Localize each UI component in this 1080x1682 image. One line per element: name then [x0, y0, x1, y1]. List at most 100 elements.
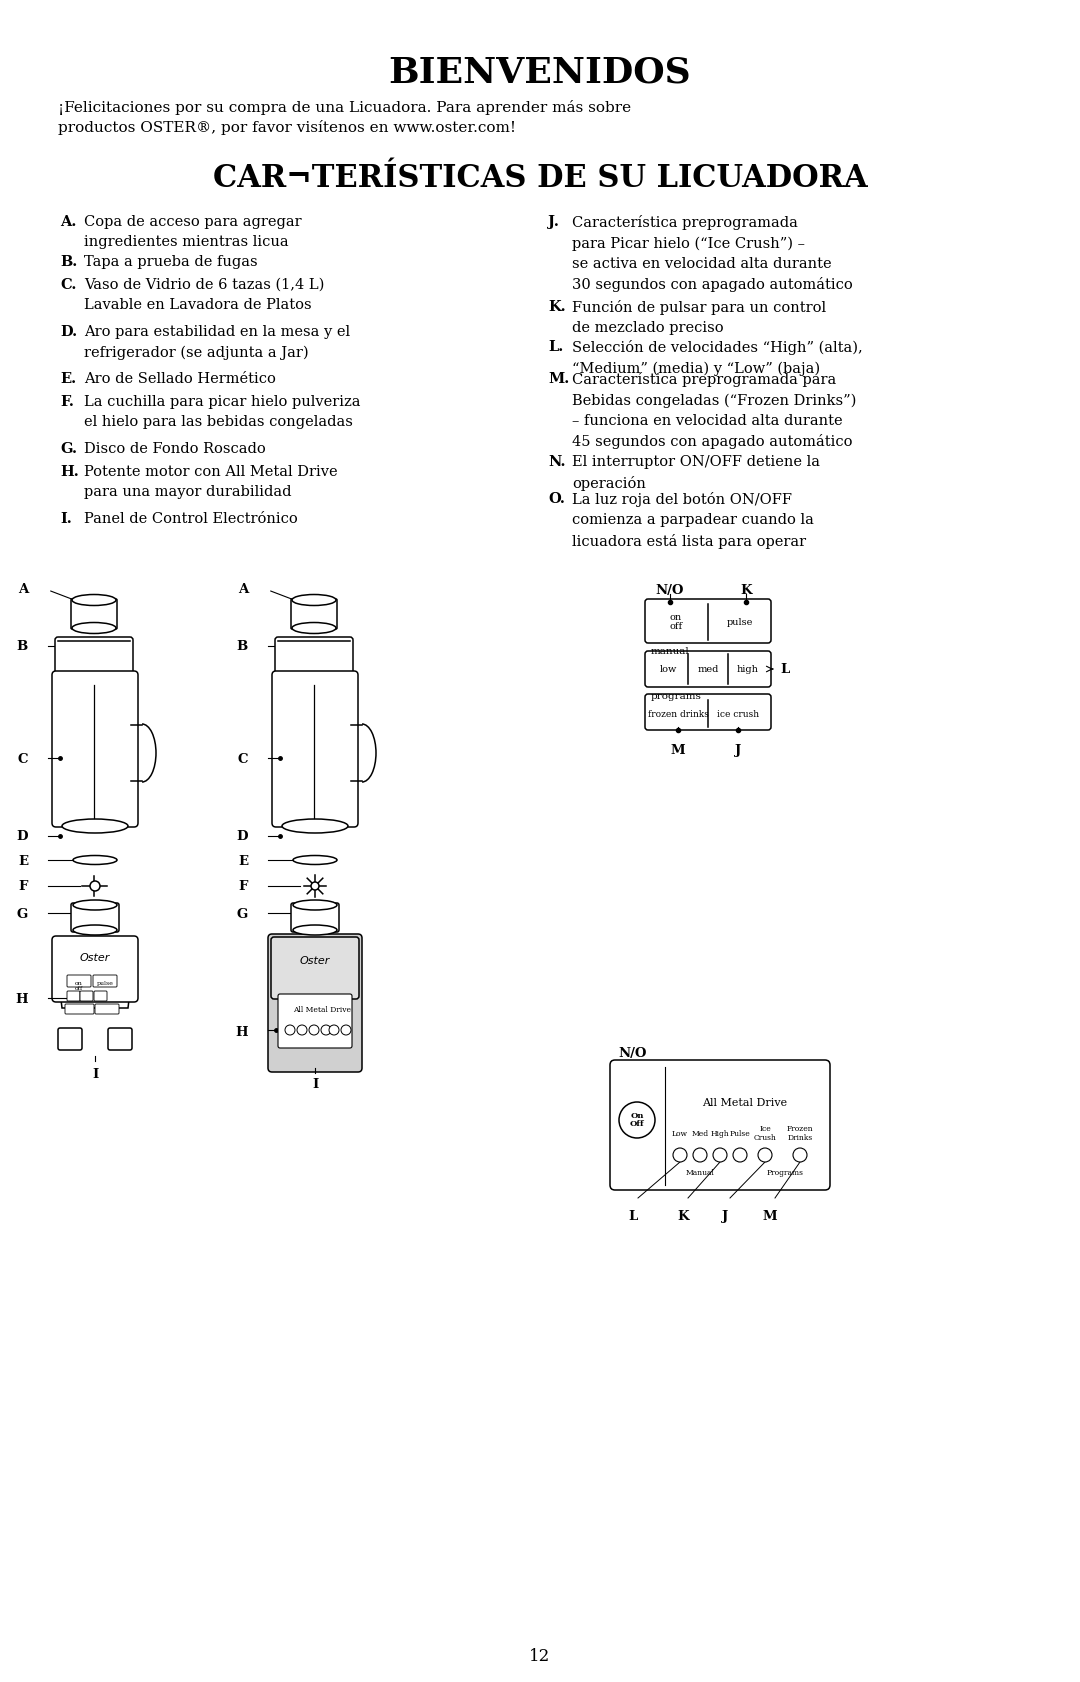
- Text: low: low: [659, 664, 677, 673]
- Circle shape: [341, 1024, 351, 1034]
- Ellipse shape: [73, 900, 117, 910]
- Circle shape: [285, 1024, 295, 1034]
- Text: I.: I.: [60, 511, 71, 526]
- Text: On
Off: On Off: [630, 1112, 645, 1129]
- Text: A: A: [238, 584, 248, 595]
- Circle shape: [311, 881, 319, 890]
- FancyBboxPatch shape: [291, 903, 339, 932]
- FancyBboxPatch shape: [71, 903, 119, 932]
- Circle shape: [329, 1024, 339, 1034]
- Text: Oster: Oster: [80, 954, 110, 964]
- Text: M: M: [762, 1209, 778, 1223]
- FancyBboxPatch shape: [58, 1028, 82, 1050]
- Text: BIENVENIDOS: BIENVENIDOS: [389, 56, 691, 89]
- Text: G.: G.: [60, 442, 77, 456]
- Circle shape: [693, 1149, 707, 1162]
- Ellipse shape: [292, 594, 336, 606]
- FancyBboxPatch shape: [271, 937, 359, 999]
- Text: B: B: [17, 639, 28, 653]
- Text: F: F: [239, 880, 248, 893]
- Ellipse shape: [293, 925, 337, 935]
- FancyBboxPatch shape: [278, 994, 352, 1048]
- Text: La cuchilla para picar hielo pulveriza
el hielo para las bebidas congeladas: La cuchilla para picar hielo pulveriza e…: [84, 395, 361, 429]
- Text: CAR¬TERÍSTICAS DE SU LICUADORA: CAR¬TERÍSTICAS DE SU LICUADORA: [213, 163, 867, 193]
- Text: C: C: [17, 754, 28, 765]
- Text: C.: C.: [60, 278, 77, 293]
- Circle shape: [673, 1149, 687, 1162]
- FancyBboxPatch shape: [108, 1028, 132, 1050]
- Text: A: A: [17, 584, 28, 595]
- Text: El interruptor ON/OFF detiene la
operación: El interruptor ON/OFF detiene la operaci…: [572, 456, 820, 491]
- FancyBboxPatch shape: [93, 976, 117, 987]
- Ellipse shape: [72, 594, 116, 606]
- Text: Característica preprogramada
para Picar hielo (“Ice Crush”) –
se activa en veloc: Característica preprogramada para Picar …: [572, 215, 853, 293]
- Text: L: L: [629, 1209, 637, 1223]
- Text: K.: K.: [548, 299, 566, 315]
- FancyBboxPatch shape: [272, 671, 357, 828]
- FancyBboxPatch shape: [645, 651, 771, 686]
- Text: L.: L.: [548, 340, 564, 353]
- Text: G: G: [17, 908, 28, 922]
- Circle shape: [713, 1149, 727, 1162]
- Text: D.: D.: [60, 325, 77, 340]
- FancyBboxPatch shape: [52, 935, 138, 1002]
- Ellipse shape: [282, 819, 348, 833]
- Text: Aro para estabilidad en la mesa y el
refrigerador (se adjunta a Jar): Aro para estabilidad en la mesa y el ref…: [84, 325, 350, 360]
- Ellipse shape: [62, 819, 129, 833]
- Text: All Metal Drive: All Metal Drive: [702, 1098, 787, 1108]
- Text: Selección de velocidades “High” (alta),
“Medium” (media) y “Low” (baja): Selección de velocidades “High” (alta), …: [572, 340, 863, 375]
- FancyBboxPatch shape: [645, 599, 771, 643]
- Circle shape: [309, 1024, 319, 1034]
- Text: Med: Med: [691, 1130, 708, 1139]
- FancyBboxPatch shape: [67, 976, 91, 987]
- Text: Manual: Manual: [686, 1169, 715, 1177]
- Ellipse shape: [90, 881, 100, 891]
- FancyBboxPatch shape: [94, 991, 107, 1001]
- Text: M.: M.: [548, 372, 569, 385]
- Text: on
off: on off: [670, 612, 683, 631]
- Text: J: J: [734, 743, 741, 757]
- FancyBboxPatch shape: [275, 637, 353, 683]
- Text: ice crush: ice crush: [717, 710, 759, 718]
- Text: J: J: [721, 1209, 728, 1223]
- Circle shape: [758, 1149, 772, 1162]
- Text: Panel de Control Electrónico: Panel de Control Electrónico: [84, 511, 298, 526]
- Circle shape: [793, 1149, 807, 1162]
- Text: pulse: pulse: [727, 617, 753, 626]
- Text: High: High: [711, 1130, 729, 1139]
- Text: med: med: [698, 664, 718, 673]
- Text: H: H: [15, 992, 28, 1006]
- Text: high: high: [737, 664, 759, 673]
- Circle shape: [321, 1024, 330, 1034]
- FancyBboxPatch shape: [95, 1004, 119, 1014]
- FancyBboxPatch shape: [67, 991, 80, 1001]
- Ellipse shape: [293, 856, 337, 865]
- Text: D: D: [16, 829, 28, 843]
- Text: Función de pulsar para un control
de mezclado preciso: Función de pulsar para un control de mez…: [572, 299, 826, 335]
- Text: I: I: [92, 1068, 98, 1082]
- Text: 12: 12: [529, 1648, 551, 1665]
- Text: Programs: Programs: [767, 1169, 804, 1177]
- Text: ¡Felicitaciones por su compra de una Licuadora. Para aprender más sobre: ¡Felicitaciones por su compra de una Lic…: [58, 99, 631, 114]
- Text: Copa de acceso para agregar
ingredientes mientras licua: Copa de acceso para agregar ingredientes…: [84, 215, 301, 249]
- Text: productos OSTER®, por favor visítenos en www.oster.com!: productos OSTER®, por favor visítenos en…: [58, 119, 516, 135]
- FancyBboxPatch shape: [65, 1004, 94, 1014]
- Text: E: E: [18, 854, 28, 868]
- Ellipse shape: [73, 856, 117, 865]
- Text: Frozen
Drinks: Frozen Drinks: [786, 1125, 813, 1142]
- Circle shape: [297, 1024, 307, 1034]
- Text: L: L: [780, 663, 789, 676]
- Circle shape: [619, 1102, 654, 1139]
- Text: B.: B.: [60, 256, 78, 269]
- Text: Potente motor con All Metal Drive
para una mayor durabilidad: Potente motor con All Metal Drive para u…: [84, 464, 338, 500]
- Text: programs: programs: [651, 691, 702, 701]
- Text: Aro de Sellado Hermético: Aro de Sellado Hermético: [84, 372, 275, 385]
- FancyBboxPatch shape: [52, 671, 138, 828]
- Text: E.: E.: [60, 372, 76, 385]
- Text: Pulse: Pulse: [730, 1130, 751, 1139]
- Text: N.: N.: [548, 456, 566, 469]
- FancyBboxPatch shape: [71, 599, 117, 629]
- Text: N/O: N/O: [619, 1046, 647, 1060]
- Text: M: M: [671, 743, 686, 757]
- Ellipse shape: [293, 900, 337, 910]
